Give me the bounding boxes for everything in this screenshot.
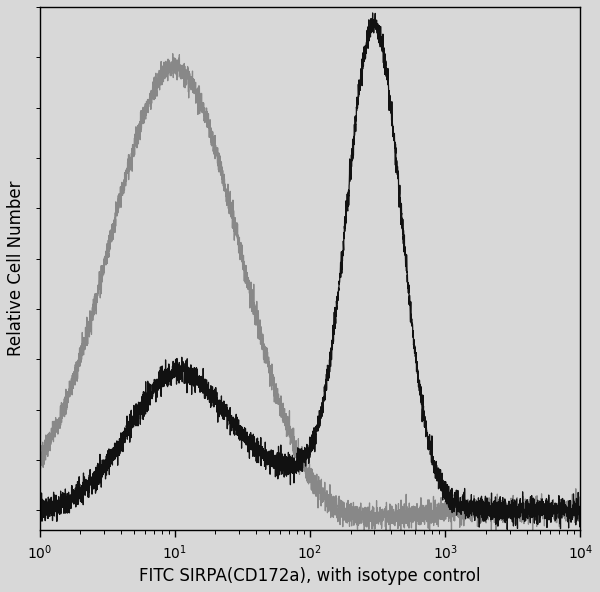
X-axis label: FITC SIRPA(CD172a), with isotype control: FITC SIRPA(CD172a), with isotype control: [139, 567, 481, 585]
Y-axis label: Relative Cell Number: Relative Cell Number: [7, 181, 25, 356]
